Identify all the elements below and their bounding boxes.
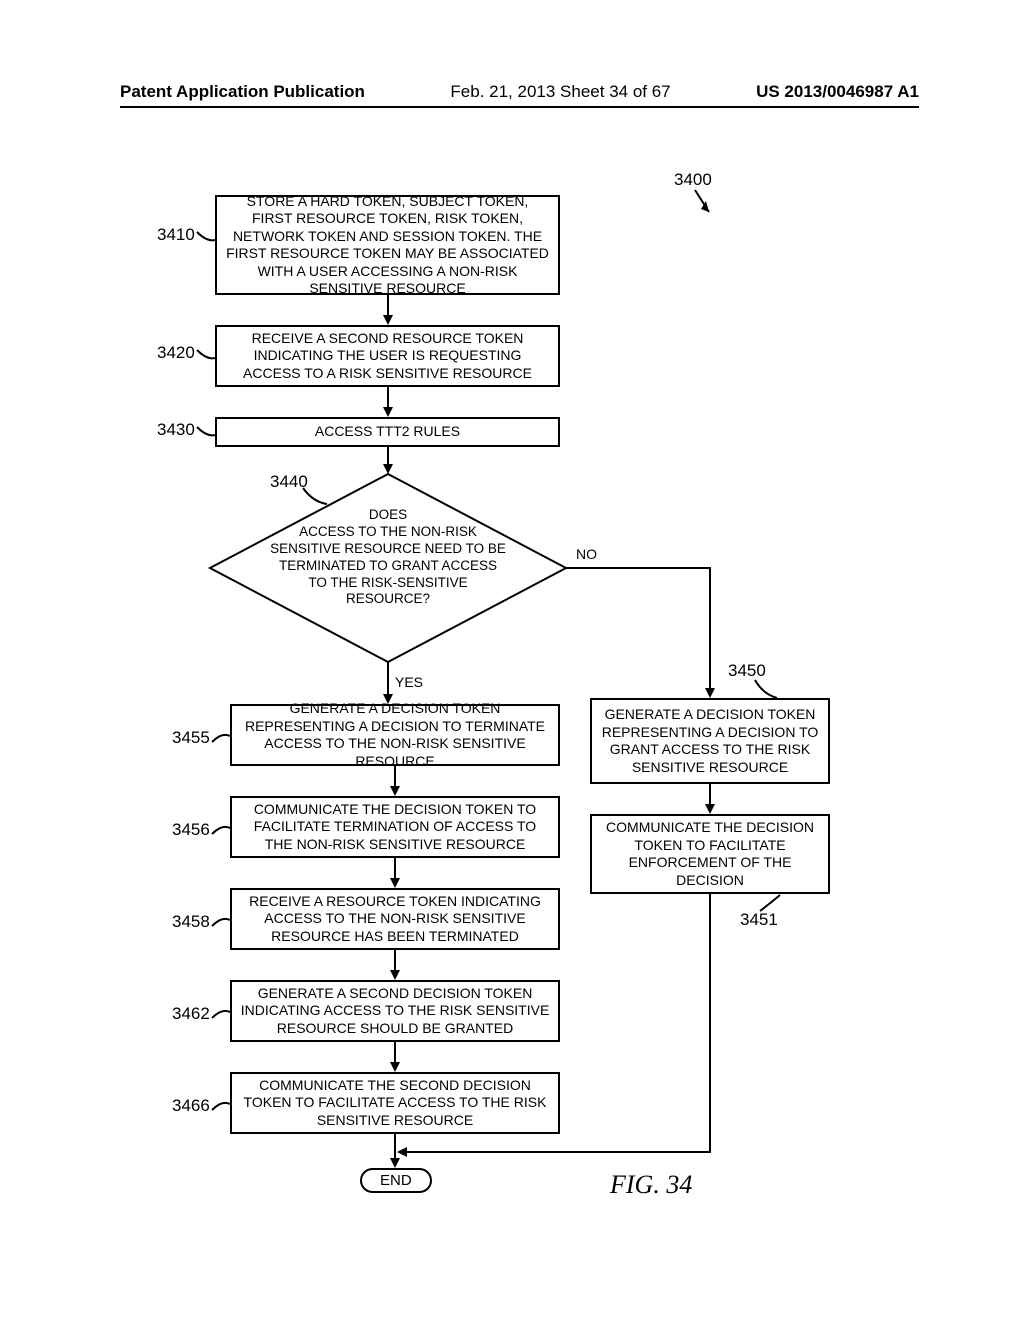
leader-3430	[197, 427, 217, 441]
box-3420: RECEIVE A SECOND RESOURCE TOKEN INDICATI…	[215, 325, 560, 387]
ref-3430: 3430	[157, 420, 195, 440]
arrow-3451-end	[395, 894, 725, 1160]
label-yes: YES	[395, 674, 423, 690]
header-publication: Patent Application Publication	[120, 82, 365, 102]
box-3410: STORE A HARD TOKEN, SUBJECT TOKEN, FIRST…	[215, 195, 560, 295]
leader-3450	[755, 680, 779, 700]
ref-3410: 3410	[157, 225, 195, 245]
leader-3420	[197, 350, 217, 364]
leader-3456	[212, 824, 232, 838]
box-3430: ACCESS TTT2 RULES	[215, 417, 560, 447]
leader-3451	[760, 895, 782, 913]
figure-canvas: 3400 STORE A HARD TOKEN, SUBJECT TOKEN, …	[0, 150, 1024, 1300]
ref-3456: 3456	[172, 820, 210, 840]
arrow-3450-3451	[705, 784, 715, 814]
diamond-3440-text: DOESACCESS TO THE NON-RISKSENSITIVE RESO…	[262, 507, 514, 608]
ref-3462: 3462	[172, 1004, 210, 1024]
leader-3410	[197, 232, 217, 246]
leader-3440	[303, 488, 329, 506]
arrow-3410-3420	[383, 295, 393, 325]
arrow-3455-3456	[390, 766, 400, 796]
arrow-3456-3458	[390, 858, 400, 888]
page: Patent Application Publication Feb. 21, …	[0, 0, 1024, 1320]
ref-3466: 3466	[172, 1096, 210, 1116]
leader-3466	[212, 1100, 232, 1114]
ref-3400: 3400	[674, 170, 712, 190]
leader-3462	[212, 1008, 232, 1022]
label-no: NO	[576, 546, 597, 562]
ref-3451: 3451	[740, 910, 778, 930]
box-3456: COMMUNICATE THE DECISION TOKEN TO FACILI…	[230, 796, 560, 858]
box-3455: GENERATE A DECISION TOKEN REPRESENTING A…	[230, 704, 560, 766]
leader-3455	[212, 732, 232, 746]
arrow-3420-3430	[383, 387, 393, 417]
arrow-3430-3440	[383, 447, 393, 474]
figure-caption: FIG. 34	[610, 1170, 692, 1200]
box-3450: GENERATE A DECISION TOKEN REPRESENTING A…	[590, 698, 830, 784]
header-docnum: US 2013/0046987 A1	[756, 82, 919, 102]
leader-3400	[692, 190, 722, 218]
header-sheet: Feb. 21, 2013 Sheet 34 of 67	[450, 82, 670, 102]
ref-3455: 3455	[172, 728, 210, 748]
arrow-3440-yes	[383, 662, 393, 704]
leader-3458	[212, 916, 232, 930]
ref-3450: 3450	[728, 661, 766, 681]
ref-3420: 3420	[157, 343, 195, 363]
terminator-end: END	[360, 1168, 432, 1193]
page-header: Patent Application Publication Feb. 21, …	[120, 82, 919, 108]
box-3451: COMMUNICATE THE DECISION TOKEN TO FACILI…	[590, 814, 830, 894]
ref-3458: 3458	[172, 912, 210, 932]
arrow-3440-no	[566, 563, 726, 703]
